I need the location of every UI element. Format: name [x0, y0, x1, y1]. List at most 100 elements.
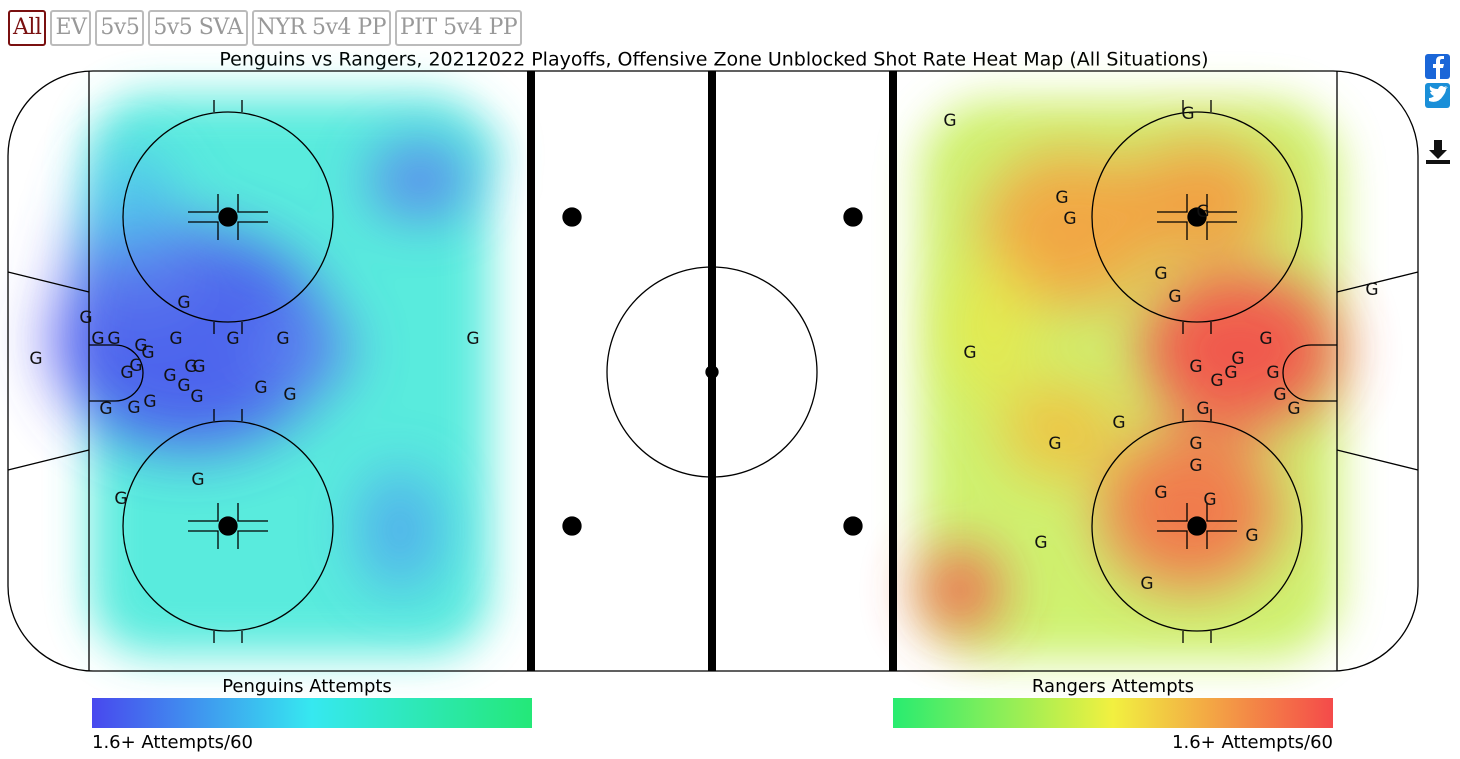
heat-layer	[50, 95, 1340, 660]
goal-marker: G	[963, 343, 976, 363]
rangers-heat-core	[920, 140, 1340, 630]
goal-marker: G	[1063, 209, 1076, 229]
goal-marker: G	[1224, 363, 1237, 383]
goal-marker: G	[1287, 399, 1300, 419]
goal-marker: G	[1273, 385, 1286, 405]
goal-marker: G	[466, 329, 479, 349]
heat-blob	[1120, 140, 1280, 260]
goal-marker: G	[1181, 104, 1194, 124]
goal-marker: G	[276, 329, 289, 349]
goal-marker: G	[1365, 280, 1378, 300]
goal-marker: G	[1189, 434, 1202, 454]
goal-marker: G	[129, 356, 142, 376]
penguins-heat-core	[50, 145, 470, 590]
goal-marker: G	[1034, 533, 1047, 553]
faceoff-circle	[122, 111, 334, 323]
penguins-scale	[92, 698, 532, 728]
goal-marker: G	[169, 329, 182, 349]
chart-title: Penguins vs Rangers, 20212022 Playoffs, …	[219, 49, 1208, 71]
goal-marker: G	[163, 366, 176, 386]
legend-label: Rangers Attempts	[1032, 676, 1194, 697]
goal-marker: G	[127, 398, 140, 418]
hash-marks	[1157, 409, 1237, 643]
faceoff-dot	[1187, 516, 1207, 536]
neutral-dot	[843, 207, 863, 227]
goal-marker: G	[226, 329, 239, 349]
heat-blob	[1000, 380, 1120, 480]
hash-marks	[188, 409, 268, 643]
goal-marker: G	[191, 470, 204, 490]
share-icons	[1425, 54, 1450, 164]
button-bar: All EV 5v5 5v5 SVA NYR 5v4 PP PIT 5v4 PP	[8, 10, 523, 46]
goal-marker: G	[192, 357, 205, 377]
goal-marker: G	[1189, 357, 1202, 377]
filter-button[interactable]: All	[8, 10, 47, 46]
goal-marker: G	[1231, 349, 1244, 369]
filter-button[interactable]: NYR 5v4 PP	[251, 10, 391, 46]
scale-label: 1.6+ Attempts/60	[1172, 732, 1333, 753]
goal-marker: G	[283, 385, 296, 405]
goal-marker: G	[943, 111, 956, 131]
heat-blob	[90, 150, 170, 250]
faceoff-circle	[1091, 420, 1303, 632]
goal-marker: G	[134, 336, 147, 356]
goal-marker: G	[1112, 413, 1125, 433]
faceoff-dot	[218, 207, 238, 227]
faceoff-circle	[122, 420, 334, 632]
goal-marker: G	[254, 378, 267, 398]
goal-marker: G	[177, 293, 190, 313]
goal-marker: G	[1140, 574, 1153, 594]
filter-button[interactable]: EV	[50, 10, 92, 46]
scale-label: 1.6+ Attempts/60	[92, 732, 253, 753]
goal-marker: G	[143, 392, 156, 412]
heat-blob	[980, 150, 1160, 310]
goal-marker: G	[1210, 371, 1223, 391]
goal-marker: G	[190, 387, 203, 407]
goal-marker: G	[1154, 483, 1167, 503]
neutral-dot	[562, 516, 582, 536]
heat-blob	[360, 470, 440, 590]
rangers-scale	[893, 698, 1333, 728]
goal-marker: G	[99, 399, 112, 419]
neutral-dot	[562, 207, 582, 227]
goal-marker: G	[1168, 287, 1181, 307]
faceoff-circle	[1091, 111, 1303, 323]
goal-marker: G	[1154, 264, 1167, 284]
filter-button[interactable]: 5v5	[95, 10, 145, 46]
goal-marker: G	[1203, 490, 1216, 510]
goal-marker: G	[141, 343, 154, 363]
goal-marker: G	[107, 329, 120, 349]
filter-button[interactable]: PIT 5v4 PP	[395, 10, 523, 46]
goal-marker: G	[1266, 363, 1279, 383]
goal-marker: G	[29, 349, 42, 369]
goal-marker: G	[1196, 202, 1209, 222]
goal-marker: G	[120, 363, 133, 383]
legend-label: Penguins Attempts	[222, 676, 392, 697]
goal-marker: G	[114, 489, 127, 509]
hash-marks	[1157, 100, 1237, 334]
legend: Penguins Attempts Rangers Attempts 1.6+ …	[92, 676, 1333, 753]
heat-blob	[950, 260, 1030, 400]
goal-marker: G	[184, 357, 197, 377]
download-icon[interactable]	[1426, 140, 1450, 164]
filter-button[interactable]: 5v5 SVA	[148, 10, 248, 46]
faceoff-dot	[1187, 207, 1207, 227]
goal-marker: G	[177, 376, 190, 396]
rink	[7, 70, 1419, 672]
goal-marker: G	[1259, 329, 1272, 349]
goal-marker: G	[1196, 399, 1209, 419]
heat-blob	[250, 310, 350, 390]
heat-blob	[1100, 430, 1280, 590]
hash-marks	[188, 100, 268, 334]
goal-marker: G	[79, 308, 92, 328]
goal-marker: G	[1055, 188, 1068, 208]
heat-blob	[920, 550, 1000, 630]
faceoff-dot	[218, 516, 238, 536]
heat-blob	[1140, 270, 1340, 430]
goal-marker: G	[91, 329, 104, 349]
heat-blob	[370, 145, 470, 215]
goal-marker: G	[1048, 434, 1061, 454]
goal-marker: G	[1245, 526, 1258, 546]
